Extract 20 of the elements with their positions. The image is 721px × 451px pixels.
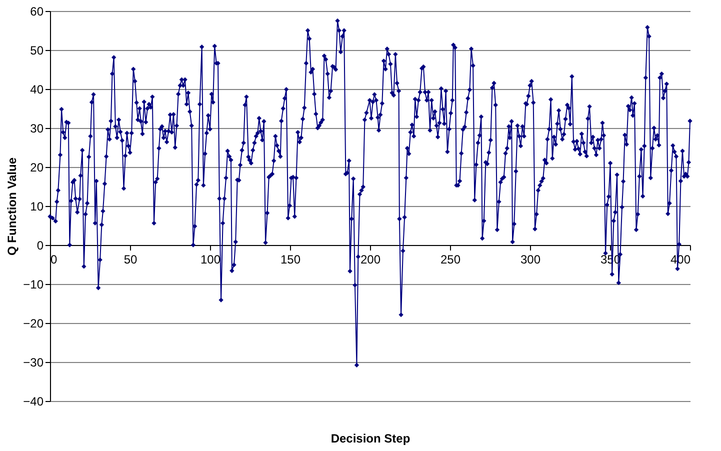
y-tick-label: −30 <box>23 356 44 370</box>
y-tick-label: 0 <box>36 238 44 252</box>
y-tick-label: 50 <box>30 44 44 58</box>
x-tick-label: 50 <box>124 252 138 266</box>
y-tick-label: −40 <box>23 394 44 408</box>
y-tick-label: 60 <box>30 4 44 18</box>
x-axis-title: Decision Step <box>330 432 410 446</box>
y-tick-label: 30 <box>30 122 44 136</box>
x-tick-label: 300 <box>520 252 541 266</box>
x-tick-label: 150 <box>280 252 301 266</box>
y-tick-label: 10 <box>30 200 44 214</box>
x-tick-label: 100 <box>200 252 221 266</box>
y-tick-label: 40 <box>30 82 44 96</box>
y-tick-label: −20 <box>23 316 44 330</box>
y-tick-label: 20 <box>30 160 44 174</box>
y-axis-title: Q Function Value <box>5 157 20 256</box>
x-tick-label: 200 <box>360 252 381 266</box>
x-tick-label: 0 <box>50 252 58 266</box>
x-tick-label: 250 <box>440 252 461 266</box>
y-tick-label: −10 <box>23 278 44 292</box>
